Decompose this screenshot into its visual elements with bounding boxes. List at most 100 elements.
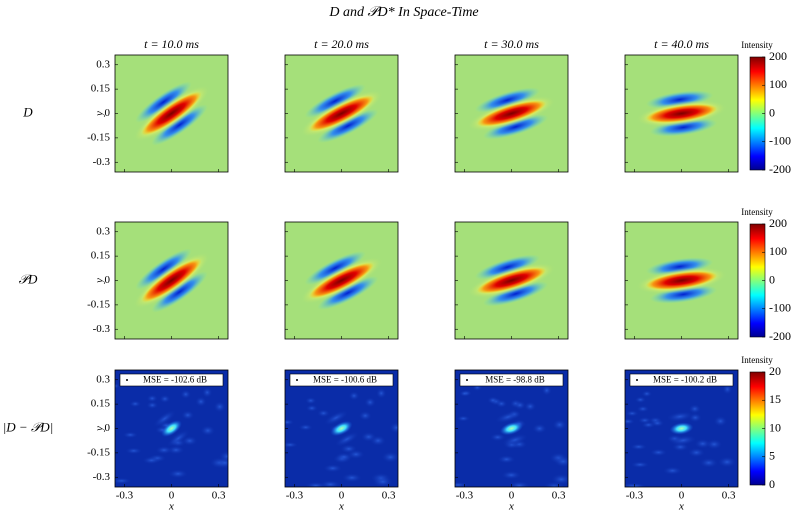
heatmap-image <box>455 222 568 339</box>
noise <box>159 394 171 404</box>
y-tick-label: 0.15 <box>91 250 111 262</box>
lobe <box>334 431 360 447</box>
colorbar-tick-label: 200 <box>769 49 787 63</box>
colorbar-tick-label: 200 <box>769 216 787 230</box>
noise <box>194 396 207 407</box>
noise <box>513 400 527 410</box>
noise <box>124 447 143 455</box>
y-tick-label: -0.3 <box>93 156 111 168</box>
heatmap-image <box>625 222 738 339</box>
y-tick-label: -0.15 <box>87 298 110 310</box>
noise <box>531 423 548 434</box>
noise <box>552 419 567 431</box>
noise <box>200 425 216 437</box>
y-tick-label: 0.15 <box>91 83 111 95</box>
noise <box>218 450 228 463</box>
noise <box>305 404 319 412</box>
noise <box>304 396 317 405</box>
lobe <box>166 429 191 448</box>
noise <box>364 397 377 408</box>
column-title: t = 10.0 ms <box>144 37 199 51</box>
mse-label: MSE = -100.2 dB <box>653 375 717 385</box>
colorbar-tick-label: 0 <box>769 105 775 119</box>
noise <box>456 415 471 422</box>
y-tick-label: 0 <box>105 274 111 286</box>
figure-title: D and 𝒫D* In Space-Time <box>328 5 478 20</box>
row-label: D <box>22 104 33 119</box>
x-tick-label: 0 <box>509 490 515 502</box>
x-axis-label: x <box>338 501 344 511</box>
noise <box>213 401 226 413</box>
colorbar-tick-label: 0 <box>769 272 775 286</box>
heatmap-image <box>625 55 738 172</box>
noise <box>389 421 398 434</box>
noise <box>662 466 683 475</box>
heatmap-image <box>285 370 398 487</box>
heatmap-image <box>115 55 228 172</box>
x-tick-label: 0.3 <box>212 490 226 502</box>
column-title: t = 20.0 ms <box>314 37 369 51</box>
lobe <box>317 108 379 143</box>
lobe <box>669 435 698 446</box>
core <box>645 271 718 290</box>
core <box>161 420 182 437</box>
x-tick-label: 0.3 <box>552 490 566 502</box>
column-title: t = 40.0 ms <box>654 37 709 51</box>
y-axis-label: y <box>94 278 106 284</box>
noise <box>688 404 702 414</box>
x-tick-label: -0.3 <box>626 490 644 502</box>
colorbar-tick-label: -100 <box>769 134 791 148</box>
heatmap <box>455 222 568 339</box>
noise <box>346 449 366 460</box>
noise <box>319 480 342 487</box>
noise <box>500 470 522 480</box>
x-tick-label: 0 <box>339 490 345 502</box>
mse-label: MSE = -98.8 dB <box>485 375 545 385</box>
noise <box>115 383 120 389</box>
lobe <box>474 87 541 113</box>
core <box>141 258 202 303</box>
colorbar-tick-label: 5 <box>769 449 775 463</box>
noise <box>142 456 161 465</box>
lobe <box>474 254 541 280</box>
x-tick-label: -0.3 <box>456 490 474 502</box>
x-axis-label: x <box>508 501 514 511</box>
noise <box>541 384 553 396</box>
lobe <box>151 104 208 146</box>
noise <box>625 410 639 417</box>
colorbar-tick-label: 100 <box>769 244 787 258</box>
core <box>499 421 524 436</box>
noise <box>146 394 158 403</box>
noise <box>316 409 331 418</box>
y-tick-label: -0.3 <box>93 323 111 335</box>
noise <box>381 451 398 463</box>
y-tick-label: 0.3 <box>96 58 110 70</box>
noise <box>497 454 516 464</box>
lobe <box>135 248 192 290</box>
core <box>330 420 353 437</box>
colorbar-label: Intensity <box>741 355 773 365</box>
noise <box>699 457 719 469</box>
wave-packet <box>133 81 210 146</box>
y-tick-label: 0 <box>105 422 111 434</box>
colorbar-label: Intensity <box>741 207 773 217</box>
core <box>669 422 694 435</box>
noise <box>375 387 387 399</box>
noise <box>523 401 537 412</box>
legend-dot <box>126 379 128 381</box>
wave-packet <box>467 254 556 307</box>
heatmap-image <box>115 370 228 487</box>
noise <box>495 399 508 408</box>
heatmap-image <box>455 55 568 172</box>
noise <box>553 455 568 468</box>
lobe <box>317 275 379 310</box>
noise <box>489 433 506 442</box>
heatmap-image <box>625 370 738 487</box>
noise <box>285 419 295 426</box>
x-tick-label: 0 <box>169 490 175 502</box>
heatmap <box>455 370 568 487</box>
lobe <box>151 271 208 313</box>
y-tick-label: -0.15 <box>87 131 110 143</box>
mse-label: MSE = -102.6 dB <box>143 375 207 385</box>
y-tick-label: 0 <box>105 107 111 119</box>
